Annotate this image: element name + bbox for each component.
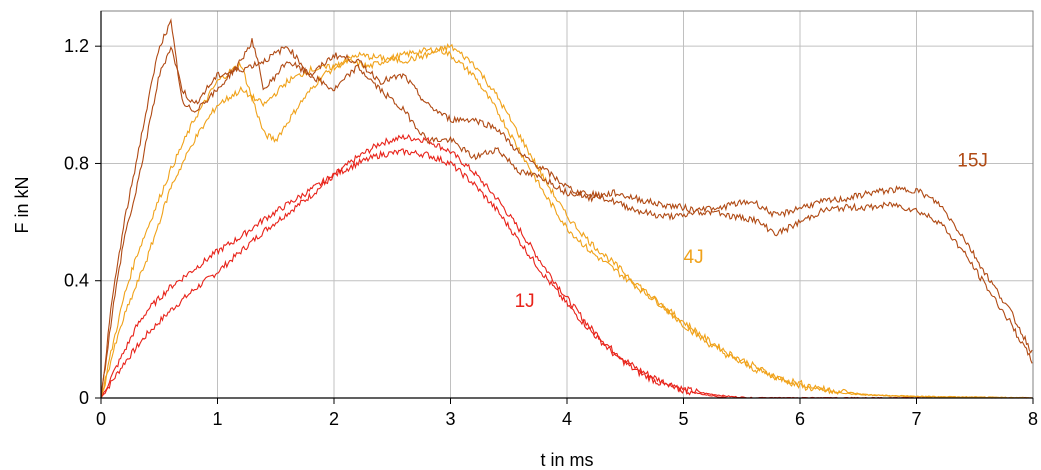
x-tick-label: 1 [212,409,222,429]
series-label-4J: 4J [684,247,704,268]
x-tick-label: 8 [1028,409,1038,429]
series-label-1J: 1J [515,291,535,312]
y-tick-label: 1.2 [64,36,89,56]
x-tick-label: 6 [795,409,805,429]
x-axis-title: t in ms [540,450,593,470]
series-label-15J: 15J [957,150,988,171]
x-tick-label: 5 [678,409,688,429]
x-tick-label: 0 [96,409,106,429]
series-line-4J-trace-2 [100,43,1033,399]
y-tick-label: 0.4 [64,271,89,291]
x-tick-label: 2 [329,409,339,429]
x-tick-label: 7 [911,409,921,429]
annotation-group: 1J 4J 15J [515,150,988,312]
x-tick-label: 3 [445,409,455,429]
y-tick-label: 0 [79,388,89,408]
series-line-15J-trace-2 [100,17,1033,398]
y-axis-title: F in kN [12,176,32,233]
y-tick-label: 0.8 [64,153,89,173]
x-tick-label: 4 [562,409,572,429]
series-line-15J-trace-1 [100,45,1033,399]
tick-group: 0 1 2 3 4 5 6 7 8 0 0.4 0.8 1.2 [64,36,1038,429]
